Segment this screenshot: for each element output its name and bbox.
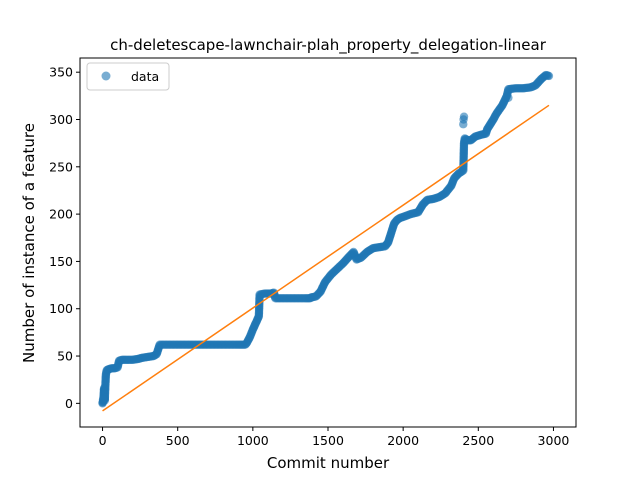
- y-tick-label-0: 0: [65, 396, 73, 411]
- y-axis: 0 50 100 150 200 250 300 350: [49, 65, 80, 411]
- y-tick-label-100: 100: [49, 301, 73, 316]
- x-tick-label-1000: 1000: [237, 433, 269, 448]
- plot-area: [98, 70, 554, 412]
- data-point-543: [544, 71, 554, 81]
- y-tick-label-250: 250: [49, 159, 73, 174]
- legend: data: [86, 62, 170, 91]
- x-tick-label-1500: 1500: [312, 433, 344, 448]
- x-axis: 0 500 1000 1500 2000 2500 3000: [99, 427, 570, 448]
- x-tick-label-3000: 3000: [538, 433, 570, 448]
- x-tick-label-500: 500: [166, 433, 190, 448]
- data-point-outlier-4: [459, 112, 469, 121]
- fit-line: [102, 104, 550, 412]
- x-tick-label-0: 0: [99, 433, 107, 448]
- y-tick-label-150: 150: [49, 254, 73, 269]
- chart-title: ch-deletescape-lawnchair-plah_property_d…: [110, 36, 547, 55]
- y-axis-label: Number of instance of a feature: [20, 123, 38, 363]
- y-tick-label-50: 50: [57, 349, 73, 364]
- x-tick-label-2000: 2000: [387, 433, 419, 448]
- legend-label-data: data: [131, 69, 159, 84]
- legend-box: [86, 62, 170, 91]
- y-tick-label-200: 200: [49, 207, 73, 222]
- data-point-outlier-1: [98, 395, 108, 404]
- x-tick-label-2500: 2500: [462, 433, 494, 448]
- y-tick-label-300: 300: [49, 112, 73, 127]
- data-point-outlier-5: [504, 93, 513, 102]
- x-axis-label: Commit number: [267, 454, 390, 472]
- y-tick-label-350: 350: [49, 65, 73, 80]
- legend-marker-data: [101, 71, 111, 81]
